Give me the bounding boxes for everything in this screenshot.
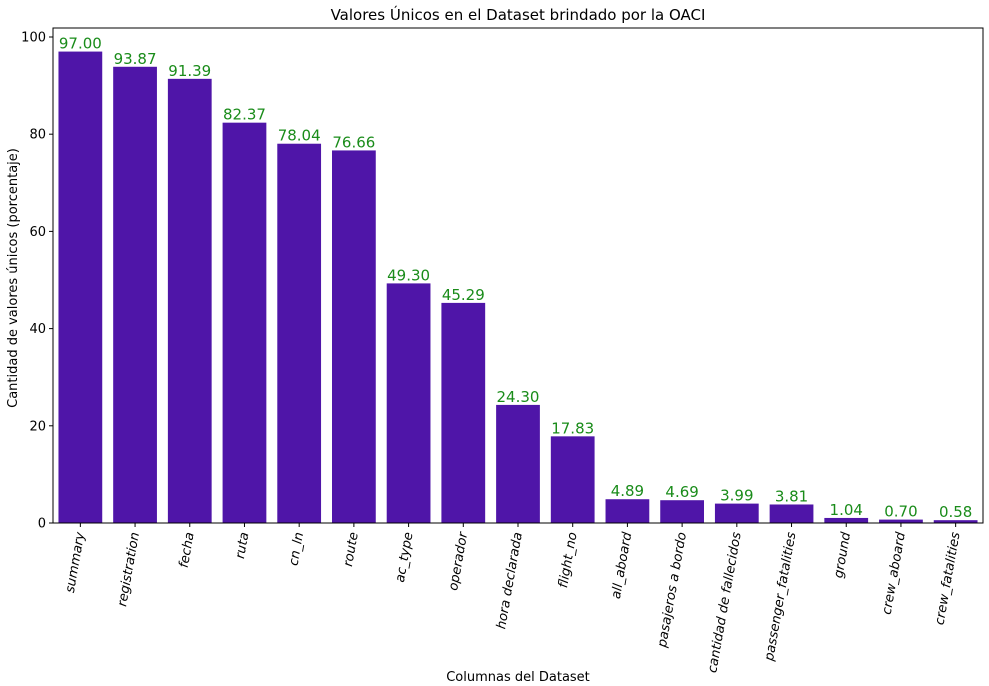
x-tick-label: flight_no	[556, 531, 581, 589]
x-tick-label: crew_aboard	[880, 530, 909, 615]
x-tick-label: ruta	[233, 531, 252, 560]
data-labels-group: 97.00 93.87 91.39 82.37 78.04 76.66 49.30 45.29…	[59, 35, 972, 522]
x-tick-label: hora declarada	[494, 531, 526, 630]
data-label: 93.87	[114, 50, 157, 68]
bar-ground	[824, 517, 869, 523]
data-label: 3.99	[720, 487, 753, 505]
data-label: 3.81	[775, 487, 808, 505]
bar-flight-no	[550, 436, 595, 523]
data-label: 17.83	[551, 419, 594, 437]
bars-group	[58, 51, 978, 524]
x-tick-label: operador	[446, 529, 471, 591]
bar-cantidad-de-fallecidos	[714, 503, 759, 523]
bar-passenger-fatalities	[769, 504, 814, 523]
y-tick-label: 40	[29, 322, 46, 337]
y-tick-label: 60	[29, 225, 46, 240]
data-label: 97.00	[59, 35, 102, 53]
data-label: 82.37	[223, 106, 266, 124]
data-label: 4.89	[611, 482, 644, 500]
bar-ruta	[222, 122, 267, 524]
bar-summary	[58, 51, 103, 523]
bar-fecha	[167, 78, 212, 523]
bar-registration	[113, 66, 157, 523]
x-tick-label: cn_ln	[286, 531, 307, 567]
data-label: 0.70	[884, 503, 917, 521]
x-tick-label: summary	[63, 531, 88, 594]
x-tick-label: ground	[831, 530, 854, 579]
y-tick-label: 20	[29, 419, 46, 434]
x-tick-label: crew_fatalities	[933, 531, 964, 626]
data-label: 49.30	[387, 266, 430, 284]
data-label: 1.04	[830, 501, 863, 519]
bar-hora-declarada	[496, 404, 540, 523]
bar-all-aboard	[605, 499, 650, 523]
x-tick-label: all_aboard	[609, 530, 636, 600]
data-label: 78.04	[278, 127, 321, 145]
bar-route	[332, 150, 376, 523]
bar-operador	[441, 302, 486, 523]
chart-title: Valores Únicos en el Dataset brindado po…	[331, 5, 706, 24]
bar-pasajeros-a-bordo	[660, 500, 704, 523]
bar-crew-fatalities	[933, 520, 978, 523]
data-label: 45.29	[442, 286, 485, 304]
data-label: 24.30	[497, 388, 540, 406]
y-tick-label: 80	[29, 128, 46, 143]
x-axis: summary registration fecha ruta cn_ln route ac…	[63, 523, 964, 674]
x-tick-label: passenger_fatalities	[762, 531, 800, 663]
x-tick-label: route	[341, 531, 362, 568]
bar-crew-aboard	[879, 519, 923, 523]
bar-ac-type	[386, 283, 431, 523]
x-tick-label: fecha	[177, 531, 198, 569]
data-label: 0.58	[939, 503, 972, 521]
y-tick-label: 100	[21, 30, 46, 45]
data-label: 4.69	[665, 483, 698, 501]
y-axis-label: Cantidad de valores únicos (porcentaje)	[6, 148, 21, 408]
x-axis-label: Columnas del Dataset	[446, 670, 590, 685]
x-tick-label: cantidad de fallecidos	[705, 531, 745, 674]
data-label: 91.39	[168, 62, 211, 80]
y-tick-label: 0	[38, 517, 46, 532]
plot-frame	[52, 27, 984, 524]
x-tick-label: pasajeros a bordo	[655, 531, 690, 649]
data-label: 76.66	[332, 133, 375, 151]
bar-cn-ln	[277, 143, 322, 523]
y-axis: 0 20 40 60 80 100	[21, 30, 53, 532]
x-tick-label: registration	[115, 531, 143, 608]
x-tick-label: ac_type	[393, 531, 417, 583]
